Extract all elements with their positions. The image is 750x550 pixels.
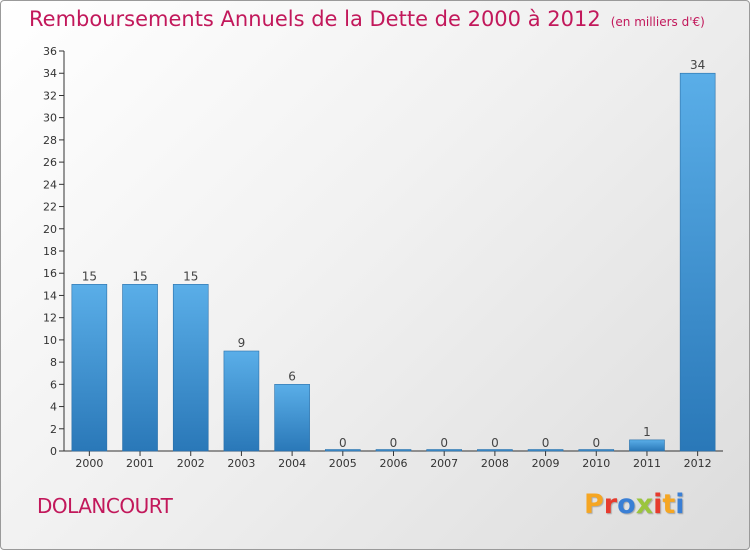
logo-letter: P <box>584 489 604 520</box>
x-tick-label: 2011 <box>633 457 661 470</box>
x-tick-label: 2001 <box>126 457 154 470</box>
y-tick-label: 16 <box>43 267 57 280</box>
data-label-2001: 15 <box>132 269 147 283</box>
chart-title-text: Remboursements Annuels de la Dette de 20… <box>29 7 601 31</box>
proxiti-logo: Proxiti <box>584 489 685 520</box>
logo-letter: r <box>603 489 618 520</box>
y-tick-label: 30 <box>43 112 57 125</box>
y-tick-label: 34 <box>43 67 57 80</box>
x-tick-label: 2007 <box>430 457 458 470</box>
data-label-2005: 0 <box>339 436 347 450</box>
data-label-2011: 1 <box>643 425 651 439</box>
y-tick-label: 28 <box>43 134 57 147</box>
bar-2003 <box>223 350 260 452</box>
data-label-2007: 0 <box>440 436 448 450</box>
bar-2007 <box>426 449 462 452</box>
x-tick-label: 2002 <box>177 457 205 470</box>
bar-2010 <box>578 449 615 452</box>
unit-note: (en milliers d'€) <box>610 15 705 29</box>
data-label-2010: 0 <box>592 436 600 450</box>
data-label-2012: 34 <box>690 58 705 72</box>
y-tick-label: 8 <box>50 356 57 369</box>
commune-name: DOLANCOURT <box>37 494 173 518</box>
data-label-2008: 0 <box>491 436 499 450</box>
bar-2001 <box>122 284 158 452</box>
data-label-2006: 0 <box>390 436 398 450</box>
x-tick-label: 2003 <box>227 457 255 470</box>
bar-2004 <box>274 384 310 452</box>
logo-letter: t <box>662 489 676 520</box>
bar-2009 <box>527 449 564 452</box>
y-tick-label: 4 <box>50 401 57 414</box>
y-tick-label: 26 <box>43 156 57 169</box>
logo-letter: x <box>635 489 654 520</box>
data-label-2002: 15 <box>183 269 198 283</box>
chart-bars <box>71 72 716 452</box>
x-tick-label: 2009 <box>532 457 560 470</box>
bar-2005 <box>325 449 361 452</box>
data-label-2000: 15 <box>82 269 97 283</box>
data-label-2004: 6 <box>288 369 296 383</box>
bar-2012 <box>679 72 716 452</box>
y-tick-label: 18 <box>43 245 57 258</box>
y-tick-label: 24 <box>43 178 57 191</box>
x-tick-label: 2000 <box>75 457 103 470</box>
logo-letter: o <box>617 489 636 520</box>
x-tick-label: 2012 <box>684 457 712 470</box>
y-tick-label: 12 <box>43 312 57 325</box>
y-tick-label: 22 <box>43 201 57 214</box>
bar-2011 <box>629 439 665 452</box>
chart-data-labels: 15 15 15 9 6 0 0 0 0 0 0 1 34 <box>82 58 706 450</box>
logo-letter: i <box>675 489 685 520</box>
y-tick-label: 36 <box>43 45 57 58</box>
y-tick-label: 2 <box>50 423 57 436</box>
x-tick-label: 2004 <box>278 457 306 470</box>
y-tick-label: 6 <box>50 378 57 391</box>
y-tick-label: 32 <box>43 89 57 102</box>
bar-2006 <box>375 449 412 452</box>
x-tick-label: 2010 <box>582 457 610 470</box>
x-tick-label: 2008 <box>481 457 509 470</box>
x-tick-label: 2006 <box>380 457 408 470</box>
bar-2008 <box>477 449 513 452</box>
y-tick-label: 20 <box>43 223 57 236</box>
logo-letter: i <box>653 489 663 520</box>
bar-2000 <box>71 284 108 452</box>
y-tick-label: 0 <box>50 445 57 458</box>
data-label-2003: 9 <box>238 336 246 350</box>
chart-title: Remboursements Annuels de la Dette de 20… <box>29 7 705 31</box>
data-label-2009: 0 <box>542 436 550 450</box>
x-tick-label: 2005 <box>329 457 357 470</box>
y-tick-label: 14 <box>43 289 57 302</box>
y-tick-label: 10 <box>43 334 57 347</box>
bar-2002 <box>172 284 209 452</box>
